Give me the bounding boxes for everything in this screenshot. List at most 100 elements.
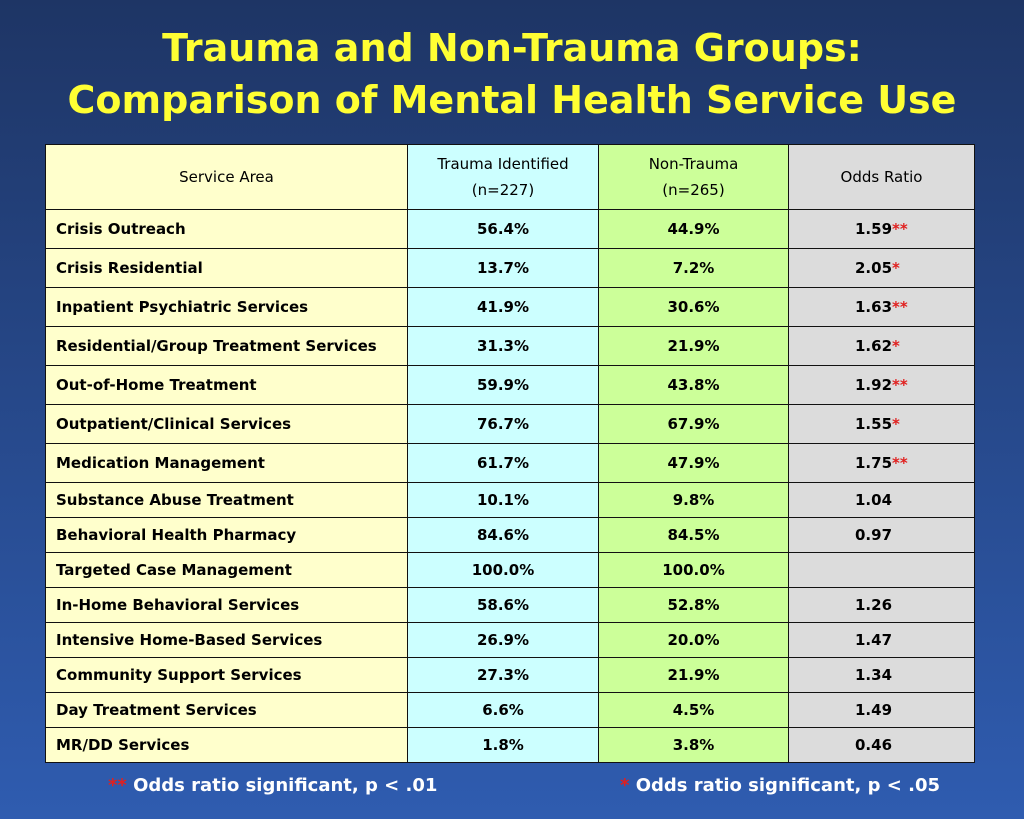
odds-ratio-value: 2.05 [855, 259, 893, 277]
cell-trauma-identified: 59.9% [407, 365, 599, 405]
cell-trauma-identified: 84.6% [407, 517, 599, 553]
odds-ratio-value: 1.26 [855, 596, 893, 614]
cell-trauma-identified: 27.3% [407, 657, 599, 693]
odds-ratio-value: 1.34 [855, 666, 893, 684]
footnote-p05-text: Odds ratio significant, p < .05 [629, 775, 940, 796]
footnote-p01-text: Odds ratio significant, p < .01 [126, 775, 438, 796]
cell-non-trauma: 84.5% [598, 517, 789, 553]
significance-marker: * [892, 337, 900, 355]
table-row: MR/DD Services 1.8% 3.8% 0.46 [45, 727, 975, 763]
cell-non-trauma: 44.9% [598, 209, 789, 249]
odds-ratio-value: 1.75 [855, 454, 893, 472]
cell-non-trauma: 7.2% [598, 248, 789, 288]
significance-marker: ** [892, 376, 908, 394]
table-row: Outpatient/Clinical Services 76.7% 67.9% 1.… [45, 404, 975, 444]
odds-ratio-value: 1.49 [855, 701, 893, 719]
slide-title: Trauma and Non-Trauma Groups: Comparison… [0, 22, 1024, 126]
cell-service-area: Inpatient Psychiatric Services [45, 287, 408, 327]
cell-odds-ratio: 1.49 [788, 692, 975, 728]
cell-non-trauma: 3.8% [598, 727, 789, 763]
cell-non-trauma: 43.8% [598, 365, 789, 405]
cell-trauma-identified: 26.9% [407, 622, 599, 658]
cell-odds-ratio: 1.62* [788, 326, 975, 366]
cell-service-area: Community Support Services [45, 657, 408, 693]
table-row: Residential/Group Treatment Services 31.3… [45, 326, 975, 366]
header-nontrauma-line1: Non-Trauma [648, 155, 739, 173]
significance-marker: * [892, 415, 900, 433]
table-row: Crisis Residential 13.7% 7.2% 2.05* [45, 248, 975, 288]
cell-odds-ratio: 1.63** [788, 287, 975, 327]
cell-trauma-identified: 31.3% [407, 326, 599, 366]
cell-non-trauma: 9.8% [598, 482, 789, 518]
cell-trauma-identified: 61.7% [407, 443, 599, 483]
cell-service-area: Day Treatment Services [45, 692, 408, 728]
table-row: Behavioral Health Pharmacy 84.6% 84.5% 0.97 [45, 517, 975, 553]
header-odds-ratio: Odds Ratio [788, 144, 975, 210]
cell-trauma-identified: 1.8% [407, 727, 599, 763]
footnote-p05: * Odds ratio significant, p < .05 [620, 775, 940, 796]
cell-trauma-identified: 6.6% [407, 692, 599, 728]
cell-non-trauma: 20.0% [598, 622, 789, 658]
cell-odds-ratio: 1.59** [788, 209, 975, 249]
odds-ratio-value: 1.62 [855, 337, 893, 355]
header-trauma-identified: Trauma Identified (n=227) [407, 144, 599, 210]
odds-ratio-value: 1.47 [855, 631, 893, 649]
cell-odds-ratio [788, 552, 975, 588]
table-row: Community Support Services 27.3% 21.9% 1.34 [45, 657, 975, 693]
odds-ratio-value: 1.59 [855, 220, 893, 238]
cell-service-area: Intensive Home-Based Services [45, 622, 408, 658]
odds-ratio-value: 1.55 [855, 415, 893, 433]
table-row: In-Home Behavioral Services 58.6% 52.8% 1.2… [45, 587, 975, 623]
cell-service-area: Crisis Outreach [45, 209, 408, 249]
cell-trauma-identified: 56.4% [407, 209, 599, 249]
cell-service-area: MR/DD Services [45, 727, 408, 763]
cell-non-trauma: 67.9% [598, 404, 789, 444]
cell-service-area: Residential/Group Treatment Services [45, 326, 408, 366]
odds-ratio-value: 1.04 [855, 491, 893, 509]
table-row: Out-of-Home Treatment 59.9% 43.8% 1.92** [45, 365, 975, 405]
cell-trauma-identified: 58.6% [407, 587, 599, 623]
cell-service-area: Behavioral Health Pharmacy [45, 517, 408, 553]
significance-marker: ** [892, 454, 908, 472]
cell-service-area: Crisis Residential [45, 248, 408, 288]
table-row: Medication Management 61.7% 47.9% 1.75** [45, 443, 975, 483]
cell-odds-ratio: 1.55* [788, 404, 975, 444]
significance-marker: ** [892, 298, 908, 316]
header-trauma-line1: Trauma Identified [437, 155, 569, 173]
cell-odds-ratio: 1.75** [788, 443, 975, 483]
cell-odds-ratio: 1.26 [788, 587, 975, 623]
footnote-p01: ** Odds ratio significant, p < .01 [108, 775, 437, 796]
cell-trauma-identified: 10.1% [407, 482, 599, 518]
cell-trauma-identified: 13.7% [407, 248, 599, 288]
title-line-2: Comparison of Mental Health Service Use [67, 78, 957, 122]
cell-service-area: Out-of-Home Treatment [45, 365, 408, 405]
header-service-area: Service Area [45, 144, 408, 210]
table-row: Day Treatment Services 6.6% 4.5% 1.49 [45, 692, 975, 728]
cell-service-area: Medication Management [45, 443, 408, 483]
cell-non-trauma: 21.9% [598, 326, 789, 366]
odds-ratio-value: 0.46 [855, 736, 893, 754]
cell-odds-ratio: 0.46 [788, 727, 975, 763]
cell-service-area: Outpatient/Clinical Services [45, 404, 408, 444]
cell-non-trauma: 30.6% [598, 287, 789, 327]
table-body: Crisis Outreach 56.4% 44.9% 1.59** Crisis Re… [45, 209, 975, 763]
cell-odds-ratio: 1.92** [788, 365, 975, 405]
significance-marker: ** [892, 220, 908, 238]
table-row: Targeted Case Management 100.0% 100.0% [45, 552, 975, 588]
table-row: Substance Abuse Treatment 10.1% 9.8% 1.04 [45, 482, 975, 518]
odds-ratio-value: 1.92 [855, 376, 893, 394]
cell-trauma-identified: 100.0% [407, 552, 599, 588]
cell-trauma-identified: 41.9% [407, 287, 599, 327]
odds-ratio-value: 0.97 [855, 526, 893, 544]
cell-service-area: Targeted Case Management [45, 552, 408, 588]
header-service-area-label: Service Area [179, 168, 274, 186]
cell-odds-ratio: 1.47 [788, 622, 975, 658]
table-header-row: Service Area Trauma Identified (n=227) N… [45, 144, 975, 210]
odds-ratio-value: 1.63 [855, 298, 893, 316]
title-line-1: Trauma and Non-Trauma Groups: [162, 26, 862, 70]
cell-odds-ratio: 0.97 [788, 517, 975, 553]
cell-trauma-identified: 76.7% [407, 404, 599, 444]
cell-odds-ratio: 2.05* [788, 248, 975, 288]
cell-non-trauma: 4.5% [598, 692, 789, 728]
header-non-trauma: Non-Trauma (n=265) [598, 144, 789, 210]
